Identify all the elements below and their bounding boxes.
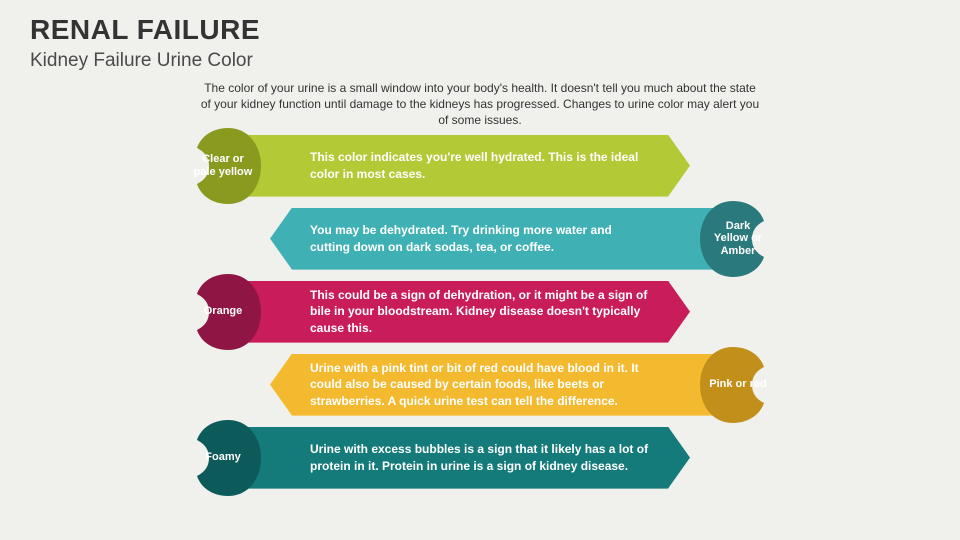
description-text: This color indicates you're well hydrate… xyxy=(310,149,650,181)
description-bar: You may be dehydrated. Try drinking more… xyxy=(270,208,740,270)
page-title: RENAL FAILURE xyxy=(0,0,960,46)
info-row: You may be dehydrated. Try drinking more… xyxy=(0,208,960,281)
bean-label: Orange xyxy=(183,272,263,352)
description-bar: Urine with excess bubbles is a sign that… xyxy=(220,427,690,489)
bean-label: Foamy xyxy=(183,418,263,498)
info-rows: This color indicates you're well hydrate… xyxy=(0,135,960,500)
bean-label: Pink or red xyxy=(698,345,778,425)
color-label: Orange xyxy=(194,305,253,318)
color-label: Pink or red xyxy=(699,378,776,391)
bean-label: Clear or pale yellow xyxy=(183,126,263,206)
color-label: Dark Yellow or Amber xyxy=(698,220,778,258)
description-text: This could be a sign of dehydration, or … xyxy=(310,287,650,336)
color-label: Foamy xyxy=(195,451,250,464)
page-subtitle: Kidney Failure Urine Color xyxy=(0,46,960,72)
description-text: Urine with excess bubbles is a sign that… xyxy=(310,441,650,473)
info-row: This could be a sign of dehydration, or … xyxy=(0,281,960,354)
info-row: Urine with excess bubbles is a sign that… xyxy=(0,427,960,500)
info-row: Urine with a pink tint or bit of red cou… xyxy=(0,354,960,427)
intro-text: The color of your urine is a small windo… xyxy=(200,80,760,129)
color-label: Clear or pale yellow xyxy=(183,153,263,178)
bean-label: Dark Yellow or Amber xyxy=(698,199,778,279)
description-bar: Urine with a pink tint or bit of red cou… xyxy=(270,354,740,416)
info-row: This color indicates you're well hydrate… xyxy=(0,135,960,208)
description-text: Urine with a pink tint or bit of red cou… xyxy=(310,360,650,409)
description-bar: This color indicates you're well hydrate… xyxy=(220,135,690,197)
description-text: You may be dehydrated. Try drinking more… xyxy=(310,222,650,254)
description-bar: This could be a sign of dehydration, or … xyxy=(220,281,690,343)
